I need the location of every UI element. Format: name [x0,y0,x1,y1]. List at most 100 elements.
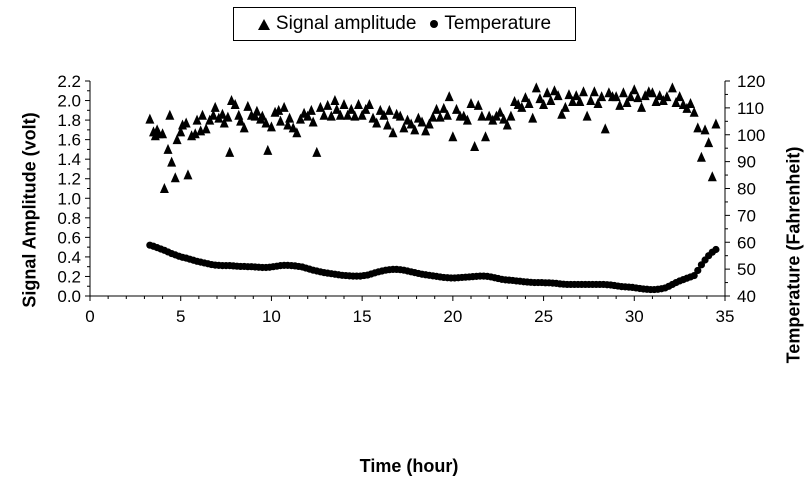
signal-amplitude-point [451,103,461,114]
signal-amplitude-point [571,90,581,101]
signal-amplitude-point [435,111,445,122]
signal-amplitude-point [388,127,398,138]
x-axis-title: Time (hour) [359,456,459,476]
y-tick-label-left: 0.0 [57,287,81,306]
signal-amplitude-point [707,171,717,182]
signal-amplitude-point [192,114,202,125]
temperature-point [690,271,698,280]
signal-amplitude-point [263,144,273,155]
signal-amplitude-point [279,101,289,112]
signal-amplitude-point [163,143,173,154]
y-tick-label-right: 110 [737,99,764,118]
signal-amplitude-point [675,91,685,102]
signal-amplitude-point [183,169,193,180]
signal-amplitude-point [611,91,621,102]
signal-amplitude-point [330,95,340,106]
signal-amplitude-point [379,109,389,120]
signal-amplitude-point [622,97,632,107]
signal-amplitude-point [332,103,342,114]
signal-amplitude-point [384,104,394,115]
signal-amplitude-point [655,90,665,101]
y-axis-title-left: Signal Amplitude (volt) [19,112,40,308]
temperature-point [712,245,720,254]
signal-amplitude-point [539,98,549,109]
legend-label-temperature: Temperature [444,13,552,34]
temperature-point [694,266,702,275]
y-tick-label-left: 1.6 [57,131,81,150]
legend-item-temperature: Temperature [430,13,551,35]
signal-amplitude-point [473,99,483,110]
x-tick-label: 30 [625,307,644,326]
signal-amplitude-point [517,101,527,112]
signal-amplitude-point [383,119,393,130]
signal-amplitude-point [568,96,578,107]
signal-amplitude-point [399,122,409,133]
signal-amplitude-point [417,116,427,127]
signal-amplitude-point [312,146,322,157]
signal-amplitude-point [346,103,356,114]
signal-amplitude-point [470,140,480,151]
y-tick-label-right: 80 [737,180,756,199]
signal-amplitude-point [589,86,599,97]
signal-amplitude-point [145,113,155,124]
signal-amplitude-point [236,115,246,126]
signal-amplitude-point [326,110,336,121]
signal-amplitude-point [364,98,374,109]
signal-amplitude-point [481,131,491,142]
signal-amplitude-point [303,110,313,121]
signal-amplitude-point [466,97,476,108]
signal-amplitude-point [662,91,672,102]
y-tick-label-left: 1.2 [57,170,81,189]
signal-amplitude-point [295,113,305,124]
signal-amplitude-point [288,122,298,133]
signal-amplitude-point [671,97,681,107]
x-tick-label: 15 [353,307,372,326]
legend-label-signal: Signal amplitude [275,13,417,34]
signal-amplitude-point [506,110,516,121]
signal-amplitude-point [210,101,220,112]
y-tick-label-left: 0.8 [57,209,81,228]
signal-amplitude-point [406,118,416,129]
signal-amplitude-point [261,117,271,128]
signal-amplitude-point [158,128,168,139]
signal-amplitude-point [339,98,349,109]
signal-amplitude-point [170,172,180,183]
signal-amplitude-point [243,100,253,111]
y-tick-label-left: 2.0 [57,92,81,111]
signal-amplitude-point [586,95,596,106]
signal-amplitude-point [667,82,677,93]
signal-amplitude-point [165,109,175,120]
signal-amplitude-point [172,134,182,145]
x-tick-label: 25 [534,307,553,326]
signal-amplitude-point [633,92,643,103]
y-tick-label-left: 1.0 [57,189,81,208]
signal-amplitude-point [167,156,177,167]
signal-amplitude-point [432,103,442,114]
signal-amplitude-point [557,108,567,119]
signal-amplitude-point [439,102,449,113]
signal-amplitude-point [239,122,249,133]
signal-amplitude-point [593,97,603,108]
signal-amplitude-point [197,109,207,120]
signal-amplitude-point [354,98,364,109]
signal-amplitude-point [696,151,706,162]
signal-amplitude-point [176,126,186,137]
signal-amplitude-point [575,96,585,107]
y-tick-label-left: 0.4 [57,248,81,267]
signal-amplitude-point [618,87,628,98]
signal-amplitude-point [319,109,329,120]
signal-amplitude-point [421,125,431,136]
signal-amplitude-point [626,91,636,102]
signal-amplitude-point [647,87,657,98]
y-tick-label-right: 50 [737,260,756,279]
signal-amplitude-point [306,104,316,115]
signal-amplitude-point [234,109,244,120]
signal-amplitude-point [629,84,639,95]
signal-amplitude-point [582,110,592,121]
y-tick-label-right: 90 [737,153,756,172]
signal-amplitude-point [495,106,505,117]
signal-amplitude-point [651,96,661,107]
signal-amplitude-point [343,109,353,120]
signal-amplitude-point [524,97,534,108]
